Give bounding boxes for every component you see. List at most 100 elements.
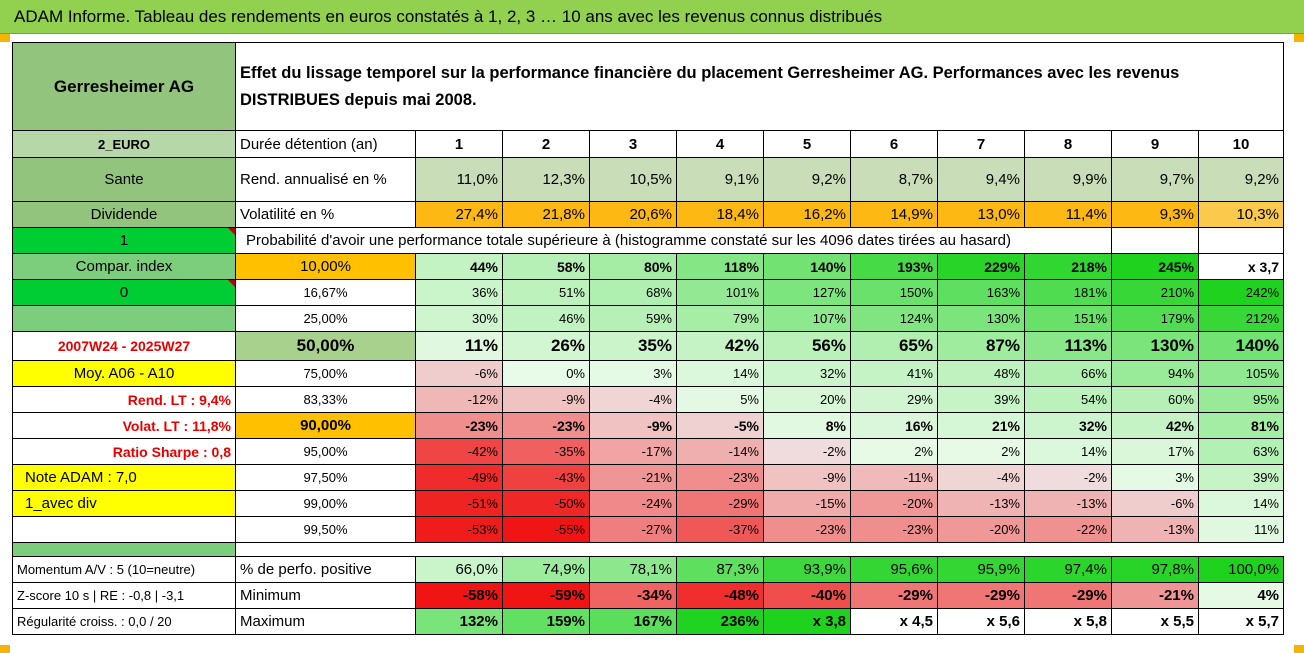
percentile-value: 163% bbox=[937, 279, 1025, 306]
percentile-value: 32% bbox=[763, 360, 851, 387]
percentile-value: -55% bbox=[502, 516, 590, 543]
percentile-label: 83,33% bbox=[235, 386, 416, 413]
statistics-value: 236% bbox=[676, 608, 764, 635]
percentile-value: -15% bbox=[763, 490, 851, 517]
statistics-label: Maximum bbox=[235, 608, 416, 635]
percentile-value: 179% bbox=[1111, 305, 1199, 332]
dividend-label: Dividende bbox=[12, 201, 236, 228]
long-term-volatility: Volat. LT : 11,8% bbox=[12, 412, 236, 439]
percentile-value: 46% bbox=[502, 305, 590, 332]
percentile-value: 3% bbox=[1111, 464, 1199, 491]
value-cell: 9,1% bbox=[676, 157, 764, 202]
percentile-value: 242% bbox=[1198, 279, 1284, 306]
percentile-label: 75,00% bbox=[235, 360, 416, 387]
statistics-value: -40% bbox=[763, 582, 851, 609]
probability-header-row: 1 Probabilité d'avoir une performance to… bbox=[12, 227, 1284, 254]
percentile-value: 95% bbox=[1198, 386, 1284, 413]
percentile-row: Ratio Sharpe : 0,8 95,00% -42% -35% -17% -14%… bbox=[12, 438, 1284, 465]
percentile-value: -24% bbox=[589, 490, 677, 517]
percentile-value: 32% bbox=[1024, 412, 1112, 439]
value-cell: 6 bbox=[850, 130, 938, 158]
statistics-value: 78,1% bbox=[589, 556, 677, 583]
percentile-label: 90,00% bbox=[235, 412, 416, 439]
corner-marker bbox=[0, 645, 10, 653]
percentile-value: 14% bbox=[1024, 438, 1112, 465]
percentile-value: 229% bbox=[937, 253, 1025, 280]
percentile-value: 140% bbox=[763, 253, 851, 280]
returns-table: Gerresheimer AG Effet du lissage tempore… bbox=[12, 42, 1284, 635]
statistics-value: 100,0% bbox=[1198, 556, 1284, 583]
value-cell: 10,3% bbox=[1198, 201, 1284, 228]
currency-label: 2_EURO bbox=[12, 130, 236, 158]
percentile-value: 2% bbox=[850, 438, 938, 465]
annualized-return-label: Rend. annualisé en % bbox=[235, 157, 416, 202]
value-cell: 11,0% bbox=[415, 157, 503, 202]
percentile-row: 2007W24 - 2025W27 50,00% 11% 26% 35% 42% 56% 65… bbox=[12, 331, 1284, 361]
percentile-value: 21% bbox=[937, 412, 1025, 439]
statistics-side-label: Z-score 10 s | RE : -0,8 | -3,1 bbox=[12, 582, 236, 609]
percentile-value: 11% bbox=[415, 331, 503, 361]
percentile-label: 16,67% bbox=[235, 279, 416, 306]
percentile-value: 151% bbox=[1024, 305, 1112, 332]
value-cell: 5 bbox=[763, 130, 851, 158]
corner-marker bbox=[0, 34, 10, 42]
percentile-value: 118% bbox=[676, 253, 764, 280]
statistics-value: 97,4% bbox=[1024, 556, 1112, 583]
value-cell: 12,3% bbox=[502, 157, 590, 202]
compar-index-label: Compar. index bbox=[12, 253, 236, 280]
percentile-value: 39% bbox=[1198, 464, 1284, 491]
statistics-value: x 3,8 bbox=[763, 608, 851, 635]
percentile-value: -23% bbox=[502, 412, 590, 439]
value-cell: 14,9% bbox=[850, 201, 938, 228]
percentile-value: 66% bbox=[1024, 360, 1112, 387]
statistics-value: -58% bbox=[415, 582, 503, 609]
percentile-value: 20% bbox=[763, 386, 851, 413]
percentile-value: -42% bbox=[415, 438, 503, 465]
value-cell: 1 bbox=[415, 130, 503, 158]
spacer-cell bbox=[12, 542, 236, 557]
value-cell: 13,0% bbox=[937, 201, 1025, 228]
percentile-value: 48% bbox=[937, 360, 1025, 387]
percentile-value: 59% bbox=[589, 305, 677, 332]
percentile-value: 39% bbox=[937, 386, 1025, 413]
long-term-return: Rend. LT : 9,4% bbox=[12, 386, 236, 413]
sector-label: Sante bbox=[12, 157, 236, 202]
percentile-value: 150% bbox=[850, 279, 938, 306]
percentile-value: 44% bbox=[415, 253, 503, 280]
value-cell: 18,4% bbox=[676, 201, 764, 228]
percentile-value: -5% bbox=[676, 412, 764, 439]
percentile-row: 25,00% 30% 46% 59% 79% 107% 124% 130% 151% 179% 21… bbox=[12, 305, 1284, 332]
annualized-return-row: Sante Rend. annualisé en % 11,0% 12,3% 10,… bbox=[12, 157, 1284, 202]
percentile-value: -11% bbox=[850, 464, 938, 491]
description: Effet du lissage temporel sur la perform… bbox=[235, 42, 1284, 131]
probability-label: Probabilité d'avoir une performance tota… bbox=[235, 227, 1112, 254]
percentile-value: -23% bbox=[676, 464, 764, 491]
percentile-row: 99,50% -53% -55% -27% -37% -23% -23% -20% -22% -1… bbox=[12, 516, 1284, 543]
percentile-row: Note ADAM : 7,0 97,50% -49% -43% -21% -23% -9%… bbox=[12, 464, 1284, 491]
statistics-row: Z-score 10 s | RE : -0,8 | -3,1 Minimum -5… bbox=[12, 582, 1284, 609]
duration-header-row: 2_EURO Durée détention (an) 1 2 3 4 5 6 7 8 9 10 bbox=[12, 130, 1284, 158]
percentile-value: -4% bbox=[937, 464, 1025, 491]
value-cell: 8,7% bbox=[850, 157, 938, 202]
percentile-value: -49% bbox=[415, 464, 503, 491]
statistics-value: x 5,5 bbox=[1111, 608, 1199, 635]
percentile-value: 42% bbox=[1111, 412, 1199, 439]
percentile-value: -13% bbox=[937, 490, 1025, 517]
title-row: Gerresheimer AG Effet du lissage tempore… bbox=[12, 42, 1284, 131]
statistics-value: -34% bbox=[589, 582, 677, 609]
value-cell: 21,8% bbox=[502, 201, 590, 228]
statistics-value: 95,9% bbox=[937, 556, 1025, 583]
percentile-value: -9% bbox=[589, 412, 677, 439]
percentile-value: 11% bbox=[1198, 516, 1284, 543]
percentile-label: 99,00% bbox=[235, 490, 416, 517]
statistics-value: 93,9% bbox=[763, 556, 851, 583]
percentile-value: 113% bbox=[1024, 331, 1112, 361]
value-cell: 9,2% bbox=[763, 157, 851, 202]
percentile-value: 193% bbox=[850, 253, 938, 280]
statistics-value: -29% bbox=[937, 582, 1025, 609]
statistics-value: 4% bbox=[1198, 582, 1284, 609]
percentile-value: -21% bbox=[589, 464, 677, 491]
percentile-value: 65% bbox=[850, 331, 938, 361]
value-cell: 11,4% bbox=[1024, 201, 1112, 228]
statistics-rows: Momentum A/V : 5 (10=neutre)% de perfo. … bbox=[12, 556, 1284, 635]
